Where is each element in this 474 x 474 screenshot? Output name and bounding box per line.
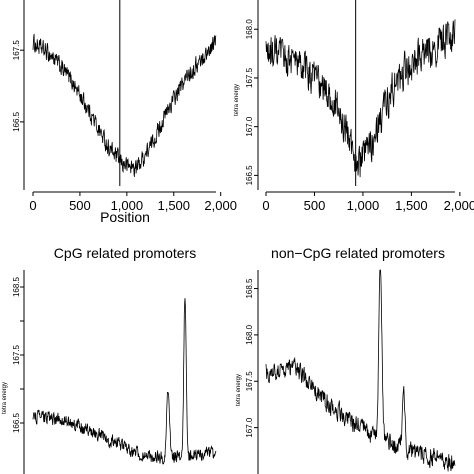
x-axis-label: Position <box>100 209 150 225</box>
y-tick-label: 167.5 <box>245 67 254 88</box>
x-tick-label: 1,500 <box>157 198 190 213</box>
y-tick-label: 166.5 <box>245 165 254 186</box>
y-axis-label: tetra energy <box>2 382 8 414</box>
y-tick-label: 166.5 <box>12 111 21 132</box>
panel-bottom-right: non−CpG related promoters 167.0 167.5 168.… <box>236 245 456 474</box>
y-tick-label: 168.5 <box>245 278 254 299</box>
y-ticks: 166.5 167.5 <box>12 40 24 132</box>
y-tick-label: 167.5 <box>245 371 254 392</box>
x-tick-label: 0 <box>262 198 269 213</box>
x-tick-label: 1,500 <box>395 198 428 213</box>
y-axis-label: tetra energy <box>234 84 240 116</box>
x-ticks: 0 500 1,000 1,500 2,000 <box>262 192 474 213</box>
y-ticks: 167.0 167.5 168.0 168.5 <box>245 278 258 438</box>
x-tick-label: 0 <box>29 198 36 213</box>
series-line <box>265 269 456 472</box>
chart-title: CpG related promoters <box>54 245 196 261</box>
y-tick-label: 166.5 <box>12 412 21 433</box>
y-tick-label: 168.5 <box>12 276 21 297</box>
panel-top-left: 166.5 167.5 0 500 1,000 1,500 2,000 Position <box>12 0 237 225</box>
y-tick-label: 167.5 <box>12 40 21 61</box>
x-tick-label: 1,000 <box>347 198 380 213</box>
x-tick-label: 500 <box>304 198 326 213</box>
panel-top-right: 166.5 167.0 167.5 168.0 0 500 1,000 1,500 2,000… <box>234 0 474 213</box>
series-line <box>265 19 456 178</box>
x-tick-label: 1,000 <box>111 198 144 213</box>
y-tick-label: 167.0 <box>245 417 254 438</box>
y-tick-label: 168.0 <box>245 324 254 345</box>
y-tick-label: 167.0 <box>245 116 254 137</box>
x-tick-label: 500 <box>69 198 91 213</box>
chart-title: non−CpG related promoters <box>271 245 445 261</box>
x-ticks: 0 500 1,000 1,500 2,000 <box>29 192 237 213</box>
y-tick-label: 168.0 <box>245 19 254 40</box>
x-tick-label: 2,000 <box>204 198 237 213</box>
x-tick-label: 2,000 <box>444 198 474 213</box>
y-ticks: 166.5 167.5 168.5 <box>12 276 24 433</box>
series-line <box>32 33 217 177</box>
panel-bottom-left: CpG related promoters 166.5 167.5 168.5 te… <box>2 245 217 474</box>
y-axis-label: tetra energy <box>236 374 242 406</box>
y-ticks: 166.5 167.0 167.5 168.0 <box>245 19 258 186</box>
y-tick-label: 167.5 <box>12 344 21 365</box>
series-line <box>32 298 217 465</box>
